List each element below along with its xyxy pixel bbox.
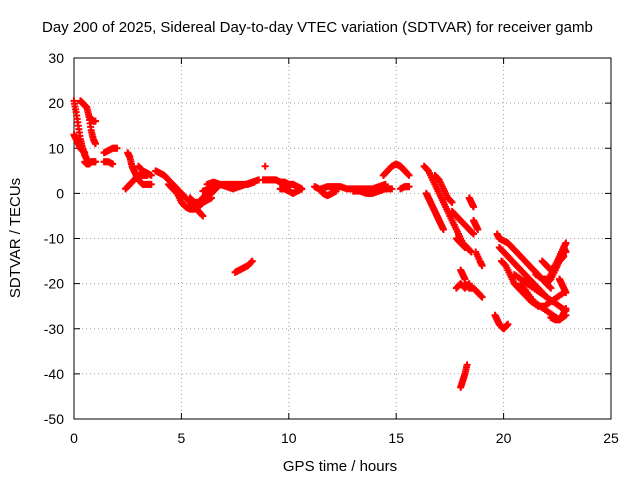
data-point	[298, 185, 306, 193]
data-point	[460, 242, 468, 250]
series-arc-19	[276, 185, 306, 197]
series-arc-22	[349, 185, 396, 197]
series-arc-2	[70, 131, 89, 157]
series-arc-29	[448, 207, 478, 238]
series-arc-27	[422, 189, 447, 233]
data-point	[461, 244, 469, 252]
data-point	[562, 239, 570, 247]
series-arc-37	[472, 248, 486, 270]
x-tick-label: 20	[496, 430, 512, 446]
data-point	[478, 262, 486, 270]
data-point	[198, 211, 206, 219]
grid-lines	[74, 58, 611, 419]
data-point	[463, 361, 471, 369]
series-arc-16	[231, 257, 256, 276]
chart-title: Day 200 of 2025, Sidereal Day-to-day VTE…	[42, 19, 593, 36]
series-arc-10	[134, 162, 155, 179]
x-tick-label: 0	[70, 430, 78, 446]
y-tick-label: 10	[48, 140, 64, 156]
series-arc-36	[470, 216, 482, 233]
data-point	[91, 117, 99, 125]
series-arc-18	[261, 162, 269, 170]
data-point	[464, 281, 472, 289]
x-tick-label: 10	[281, 430, 297, 446]
data-point	[477, 292, 485, 300]
series-arc-38	[491, 311, 512, 333]
y-tick-label: 30	[48, 50, 64, 66]
data-point	[405, 183, 413, 191]
series-arc-28	[431, 171, 456, 206]
y-tick-label: -40	[44, 366, 64, 382]
series-arc-34	[457, 361, 471, 391]
series-arc-35	[465, 194, 478, 211]
series-arc-4	[81, 158, 99, 168]
data-point	[388, 185, 396, 193]
series-arc-49	[547, 239, 570, 279]
series-arc-9	[122, 171, 151, 193]
data-point	[247, 258, 255, 266]
series-arc-50	[555, 275, 570, 297]
x-tick-label: 5	[178, 430, 186, 446]
y-tick-label: -10	[44, 231, 64, 247]
data-point	[470, 203, 478, 211]
y-tick-label: -20	[44, 276, 64, 292]
data-point	[147, 171, 155, 179]
y-tick-label: 20	[48, 95, 64, 111]
data-point	[448, 198, 456, 206]
data-point	[439, 225, 447, 233]
y-tick-label: -50	[44, 411, 64, 427]
series-arc-44	[521, 289, 568, 310]
series-arc-12	[165, 180, 215, 213]
series-arc-5	[85, 113, 99, 125]
data-point	[113, 144, 121, 152]
data-point	[91, 140, 99, 148]
data-point	[261, 162, 269, 170]
x-tick-label: 15	[388, 430, 404, 446]
data-point	[470, 230, 478, 238]
series-arc-15	[203, 176, 263, 193]
data-point	[474, 225, 482, 233]
data-point	[147, 180, 155, 188]
data-point	[91, 158, 99, 166]
data-point	[547, 284, 555, 292]
data-point	[562, 289, 570, 297]
y-tick-labels: 30 20 10 0 -10 -20 -30 -40 -50	[44, 50, 64, 427]
data-point	[447, 197, 455, 205]
data-point	[468, 229, 476, 237]
data-point	[504, 320, 512, 328]
y-tick-label: 0	[56, 185, 64, 201]
x-tick-label: 25	[603, 430, 619, 446]
series-arc-24	[392, 160, 413, 179]
x-tick-labels: 0 5 10 15 20 25	[70, 430, 619, 446]
y-axis-label: SDTVAR / TECUs	[7, 178, 24, 298]
series-arc-25	[396, 183, 413, 193]
data-point	[478, 293, 486, 301]
data-points	[70, 97, 570, 391]
data-point	[465, 280, 473, 288]
data-point	[405, 171, 413, 179]
series-arc-33	[452, 280, 473, 292]
series-arc-6	[100, 144, 121, 157]
data-point	[562, 304, 570, 312]
series-arc-45	[547, 304, 570, 324]
data-point	[404, 170, 412, 178]
data-point	[81, 149, 89, 157]
data-point	[466, 247, 474, 255]
data-point	[248, 257, 256, 265]
series-arc-7	[100, 158, 117, 168]
series-arc-30	[452, 235, 469, 252]
data-point	[109, 160, 117, 168]
x-axis-label: GPS time / hours	[283, 458, 397, 475]
y-tick-label: -30	[44, 321, 64, 337]
data-point	[199, 212, 207, 220]
